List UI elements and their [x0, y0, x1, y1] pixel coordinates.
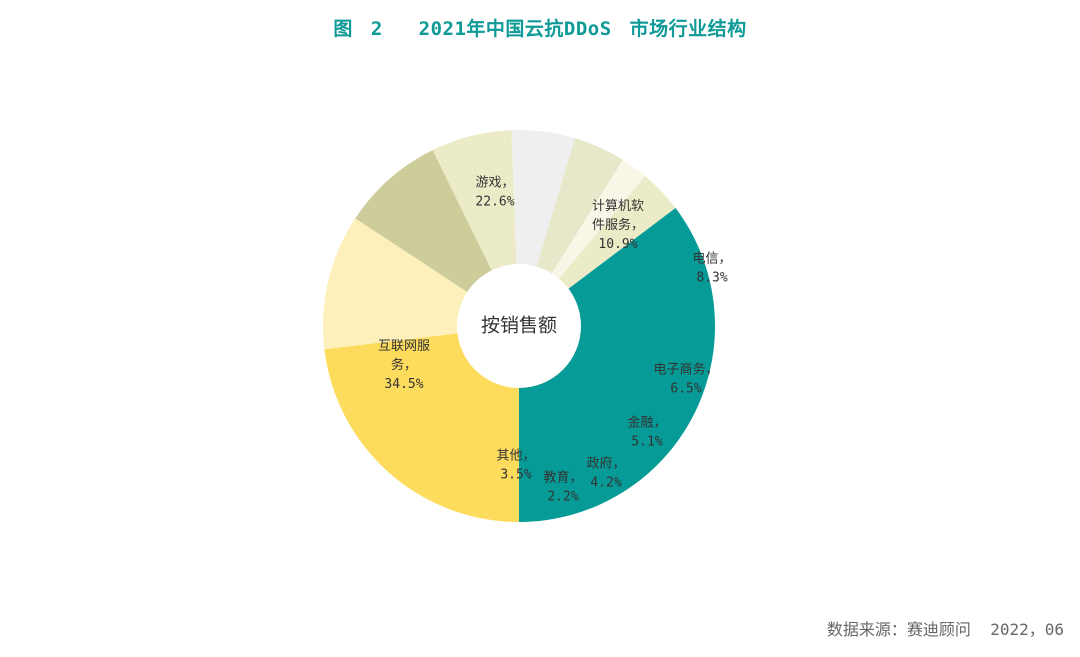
pie-slice-0 — [324, 326, 519, 522]
chart-title: 图 2 2021年中国云抗DDoS 市场行业结构 — [333, 18, 747, 40]
slice-label-2: 电信， 8.3% — [692, 252, 731, 286]
pie-slice-8 — [519, 208, 716, 522]
donut-hole — [457, 264, 581, 388]
slice-label-3: 电子商务， 6.5% — [653, 362, 718, 397]
slice-label-5: 政府， 4.2% — [586, 457, 625, 491]
center-label: 按销售额 — [481, 315, 557, 337]
slice-label-6: 教育， 2.2% — [543, 470, 582, 505]
slice-label-0: 游戏， 22.6% — [475, 176, 514, 210]
slice-label-4: 金融， 5.1% — [627, 415, 666, 450]
slice-label-8: 互联网服务， 34.5% — [378, 339, 430, 392]
slice-labels: 游戏， 22.6% 计算机软件服务， 10.9% 电信， 8.3% 电子商务， 6.5% 金融，… — [378, 176, 732, 505]
slice-label-1: 计算机软件服务， 10.9% — [592, 199, 644, 252]
slice-label-7: 其他， 3.5% — [496, 449, 535, 483]
source-note: 数据来源：赛迪顾问 2022，06 — [826, 620, 1064, 639]
